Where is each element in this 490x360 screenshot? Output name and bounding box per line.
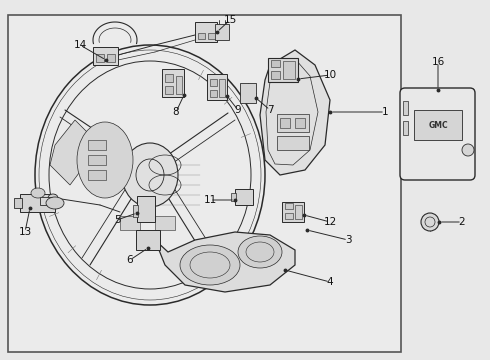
Bar [165, 74, 173, 82]
Text: 10: 10 [323, 70, 337, 80]
Bar [277, 136, 309, 150]
Bar [133, 205, 138, 217]
Ellipse shape [48, 194, 58, 202]
Bar [107, 54, 115, 62]
Text: 16: 16 [431, 57, 444, 67]
Ellipse shape [421, 213, 439, 231]
Bar [40, 197, 52, 205]
Bar [198, 33, 205, 39]
Bar [283, 61, 295, 79]
Ellipse shape [180, 245, 240, 285]
Polygon shape [260, 50, 330, 175]
Text: 8: 8 [172, 107, 179, 117]
Bar [414, 110, 462, 140]
Bar [210, 79, 217, 86]
Bar [14, 198, 22, 208]
Bar [235, 189, 253, 205]
Polygon shape [50, 120, 90, 185]
Bar [271, 71, 280, 79]
Bar [271, 60, 280, 67]
Bar [219, 79, 225, 97]
Bar [285, 213, 293, 219]
Text: 5: 5 [114, 215, 121, 225]
Bar [403, 121, 408, 135]
Bar [93, 47, 118, 65]
Bar [403, 101, 408, 115]
Ellipse shape [46, 197, 64, 209]
Bar [215, 24, 229, 40]
Text: 13: 13 [19, 227, 32, 237]
Bar [88, 170, 106, 180]
Ellipse shape [43, 199, 51, 205]
Bar [280, 118, 290, 128]
Bar [88, 155, 106, 165]
FancyBboxPatch shape [400, 88, 475, 180]
Text: 12: 12 [323, 217, 337, 227]
Bar [165, 86, 173, 94]
Ellipse shape [31, 188, 45, 198]
Bar [120, 216, 140, 230]
Bar [195, 22, 217, 42]
Bar [295, 205, 302, 219]
Ellipse shape [77, 122, 133, 198]
Text: 4: 4 [327, 277, 333, 287]
Bar [210, 90, 217, 97]
Bar [88, 140, 106, 150]
Ellipse shape [49, 61, 251, 289]
Bar [137, 196, 155, 222]
Bar [282, 202, 304, 222]
Text: GMC: GMC [428, 121, 448, 130]
Ellipse shape [462, 144, 474, 156]
Text: 3: 3 [344, 235, 351, 245]
Bar [240, 83, 256, 103]
Text: 11: 11 [203, 195, 217, 205]
Bar [231, 193, 236, 201]
Bar [208, 33, 215, 39]
Bar [176, 76, 182, 94]
Text: 6: 6 [127, 255, 133, 265]
Text: 9: 9 [235, 105, 241, 115]
Text: 1: 1 [382, 107, 388, 117]
Bar [155, 216, 175, 230]
Bar [8, 15, 401, 352]
Text: 15: 15 [223, 15, 237, 25]
Bar [285, 203, 293, 209]
Text: 14: 14 [74, 40, 87, 50]
Bar [96, 54, 104, 62]
Bar [207, 74, 227, 100]
Bar [295, 118, 305, 128]
Bar [268, 58, 298, 82]
Bar [277, 114, 309, 132]
Bar [136, 230, 160, 250]
Bar [20, 194, 55, 212]
Ellipse shape [122, 143, 178, 207]
Text: 2: 2 [459, 217, 466, 227]
Ellipse shape [238, 236, 282, 268]
Bar [162, 69, 184, 97]
Text: 7: 7 [267, 105, 273, 115]
Polygon shape [155, 232, 295, 292]
